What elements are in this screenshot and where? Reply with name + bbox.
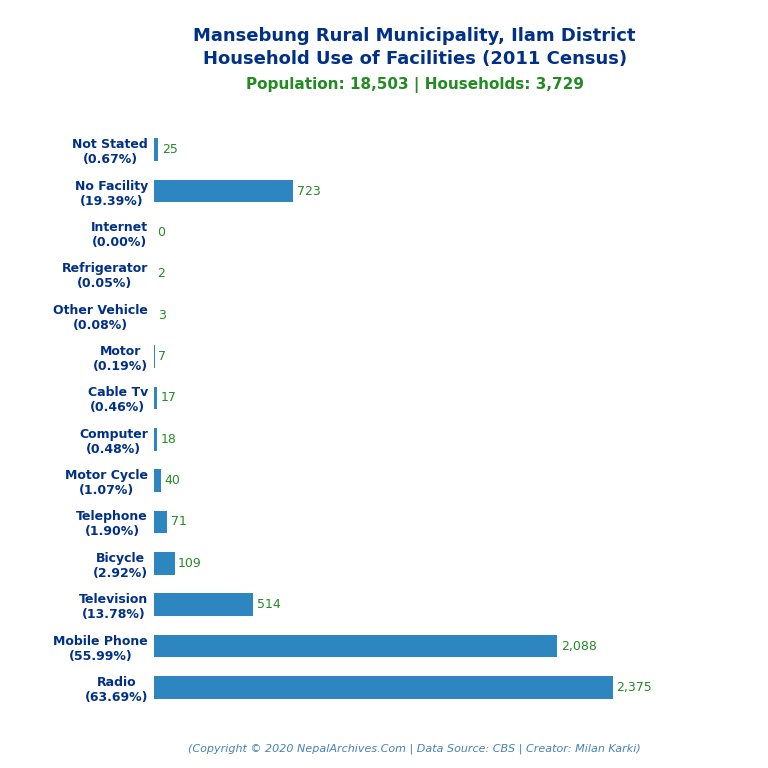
- Bar: [154, 428, 157, 451]
- Text: Population: 18,503 | Households: 3,729: Population: 18,503 | Households: 3,729: [246, 77, 584, 93]
- Text: 2,088: 2,088: [561, 640, 597, 653]
- Text: 2,375: 2,375: [617, 681, 652, 694]
- Text: 7: 7: [158, 350, 167, 363]
- Text: 17: 17: [161, 392, 176, 405]
- Text: 514: 514: [257, 598, 280, 611]
- Bar: [154, 180, 293, 203]
- Bar: [154, 634, 558, 657]
- Text: 71: 71: [170, 515, 187, 528]
- Text: Household Use of Facilities (2011 Census): Household Use of Facilities (2011 Census…: [203, 50, 627, 68]
- Text: 2: 2: [157, 267, 165, 280]
- Text: 723: 723: [297, 184, 321, 197]
- Text: 25: 25: [162, 144, 178, 156]
- Bar: [154, 345, 155, 368]
- Text: 109: 109: [178, 557, 202, 570]
- Bar: [154, 511, 167, 533]
- Text: 0: 0: [157, 226, 165, 239]
- Bar: [154, 594, 253, 616]
- Text: (Copyright © 2020 NepalArchives.Com | Data Source: CBS | Creator: Milan Karki): (Copyright © 2020 NepalArchives.Com | Da…: [188, 743, 641, 754]
- Text: 3: 3: [157, 309, 166, 322]
- Bar: [154, 552, 174, 574]
- Text: 40: 40: [165, 474, 180, 487]
- Text: Mansebung Rural Municipality, Ilam District: Mansebung Rural Municipality, Ilam Distr…: [194, 27, 636, 45]
- Bar: [154, 138, 158, 161]
- Bar: [154, 676, 613, 699]
- Bar: [154, 386, 157, 409]
- Text: 18: 18: [161, 432, 177, 445]
- Bar: [154, 469, 161, 492]
